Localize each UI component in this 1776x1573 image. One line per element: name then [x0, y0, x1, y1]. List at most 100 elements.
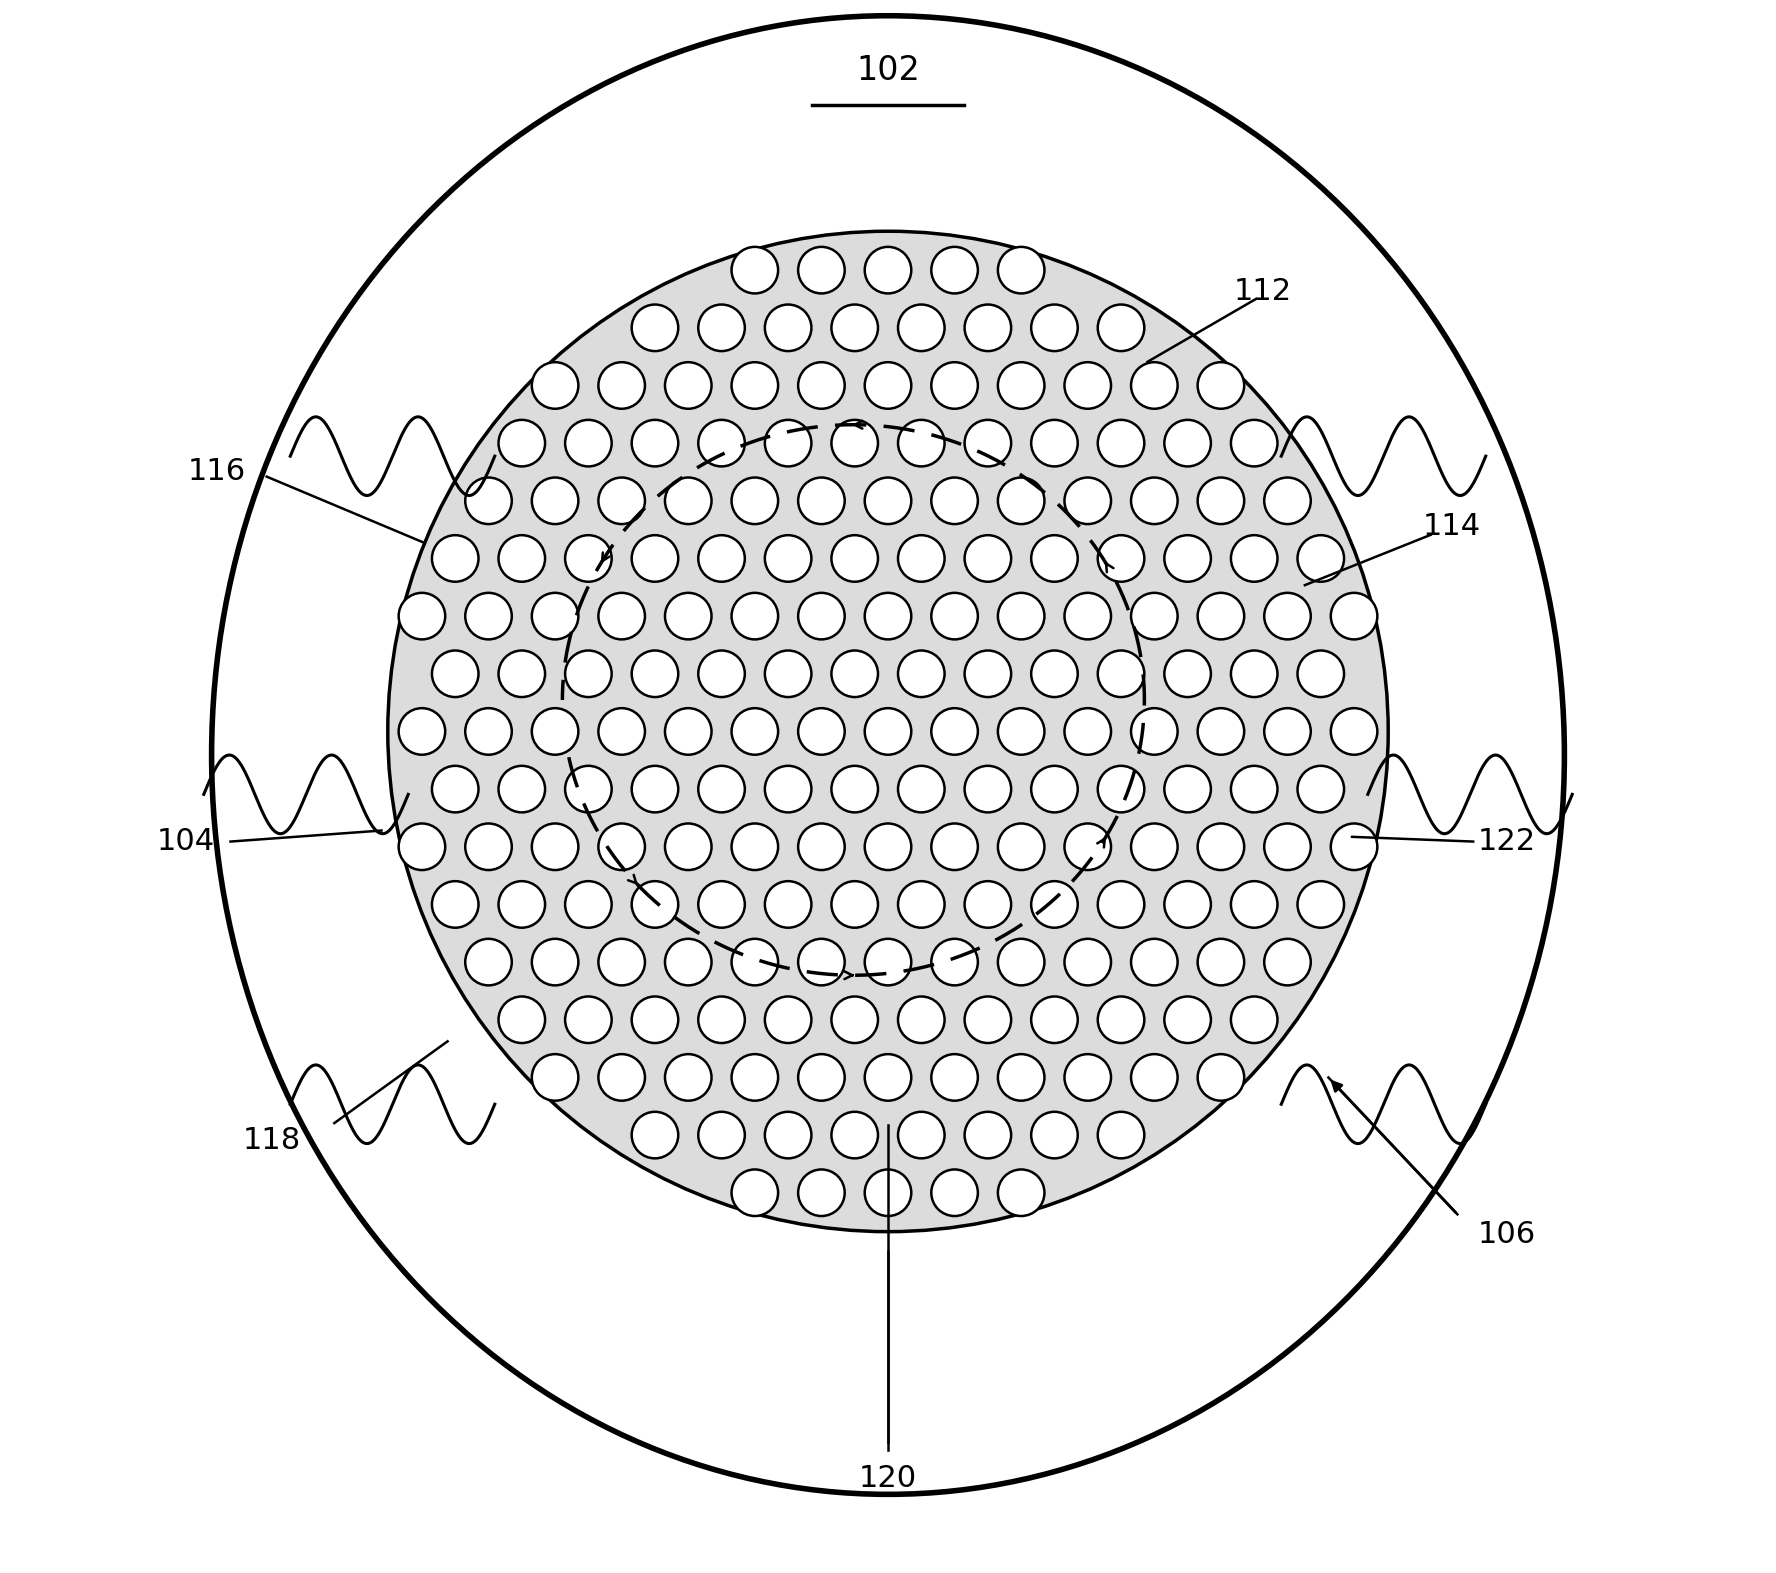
- Circle shape: [899, 420, 945, 467]
- Circle shape: [998, 1169, 1044, 1216]
- Circle shape: [1032, 305, 1078, 351]
- Circle shape: [865, 247, 911, 294]
- Circle shape: [1265, 593, 1311, 639]
- Circle shape: [664, 478, 712, 524]
- Circle shape: [865, 708, 911, 755]
- Circle shape: [632, 535, 678, 582]
- Circle shape: [499, 420, 545, 467]
- Circle shape: [599, 824, 645, 870]
- Circle shape: [432, 651, 478, 697]
- Circle shape: [899, 1112, 945, 1158]
- Circle shape: [1064, 478, 1112, 524]
- Circle shape: [732, 824, 778, 870]
- Circle shape: [899, 305, 945, 351]
- Circle shape: [565, 651, 611, 697]
- Circle shape: [1131, 362, 1177, 409]
- Circle shape: [998, 362, 1044, 409]
- Circle shape: [998, 478, 1044, 524]
- Circle shape: [732, 1054, 778, 1101]
- Circle shape: [565, 535, 611, 582]
- Text: 114: 114: [1423, 513, 1481, 541]
- Circle shape: [732, 247, 778, 294]
- Circle shape: [1197, 824, 1245, 870]
- Circle shape: [998, 593, 1044, 639]
- Circle shape: [1064, 362, 1112, 409]
- Circle shape: [865, 824, 911, 870]
- Circle shape: [797, 708, 845, 755]
- Circle shape: [931, 593, 979, 639]
- Circle shape: [1231, 881, 1277, 928]
- Circle shape: [1197, 593, 1245, 639]
- Circle shape: [531, 478, 579, 524]
- Circle shape: [865, 478, 911, 524]
- Circle shape: [398, 593, 446, 639]
- Circle shape: [499, 535, 545, 582]
- Circle shape: [599, 362, 645, 409]
- Circle shape: [1165, 535, 1211, 582]
- Circle shape: [1032, 535, 1078, 582]
- Circle shape: [1098, 651, 1144, 697]
- Circle shape: [732, 939, 778, 985]
- Circle shape: [1265, 824, 1311, 870]
- Circle shape: [1098, 766, 1144, 812]
- Circle shape: [732, 708, 778, 755]
- Circle shape: [931, 824, 979, 870]
- Circle shape: [465, 824, 511, 870]
- Text: 102: 102: [856, 55, 920, 87]
- Circle shape: [632, 996, 678, 1043]
- Circle shape: [1165, 766, 1211, 812]
- Circle shape: [1298, 766, 1344, 812]
- Circle shape: [797, 1169, 845, 1216]
- Circle shape: [998, 1054, 1044, 1101]
- Circle shape: [664, 939, 712, 985]
- Circle shape: [1064, 939, 1112, 985]
- Circle shape: [964, 766, 1011, 812]
- Circle shape: [931, 247, 979, 294]
- Circle shape: [865, 939, 911, 985]
- Circle shape: [964, 535, 1011, 582]
- Circle shape: [632, 651, 678, 697]
- Circle shape: [1032, 651, 1078, 697]
- Circle shape: [632, 881, 678, 928]
- Circle shape: [698, 766, 744, 812]
- Circle shape: [565, 996, 611, 1043]
- Text: 122: 122: [1478, 827, 1536, 856]
- Circle shape: [465, 478, 511, 524]
- Circle shape: [765, 420, 812, 467]
- Circle shape: [831, 651, 877, 697]
- Circle shape: [1231, 420, 1277, 467]
- Circle shape: [797, 939, 845, 985]
- Circle shape: [632, 766, 678, 812]
- Circle shape: [1032, 766, 1078, 812]
- Circle shape: [432, 881, 478, 928]
- Circle shape: [1032, 996, 1078, 1043]
- Circle shape: [1197, 1054, 1245, 1101]
- Circle shape: [1298, 535, 1344, 582]
- Text: 106: 106: [1478, 1221, 1536, 1249]
- Circle shape: [831, 766, 877, 812]
- Circle shape: [398, 708, 446, 755]
- Circle shape: [632, 420, 678, 467]
- Circle shape: [1098, 996, 1144, 1043]
- Circle shape: [1197, 708, 1245, 755]
- Circle shape: [1032, 420, 1078, 467]
- Circle shape: [1064, 1054, 1112, 1101]
- Circle shape: [499, 766, 545, 812]
- Circle shape: [931, 708, 979, 755]
- Circle shape: [1098, 420, 1144, 467]
- Circle shape: [732, 362, 778, 409]
- Circle shape: [865, 1169, 911, 1216]
- Circle shape: [765, 651, 812, 697]
- Circle shape: [664, 1054, 712, 1101]
- Circle shape: [1197, 478, 1245, 524]
- Circle shape: [664, 593, 712, 639]
- Circle shape: [765, 1112, 812, 1158]
- Circle shape: [865, 593, 911, 639]
- Circle shape: [664, 708, 712, 755]
- Circle shape: [499, 881, 545, 928]
- Circle shape: [831, 1112, 877, 1158]
- Circle shape: [1298, 881, 1344, 928]
- Circle shape: [531, 708, 579, 755]
- Circle shape: [499, 651, 545, 697]
- Circle shape: [964, 305, 1011, 351]
